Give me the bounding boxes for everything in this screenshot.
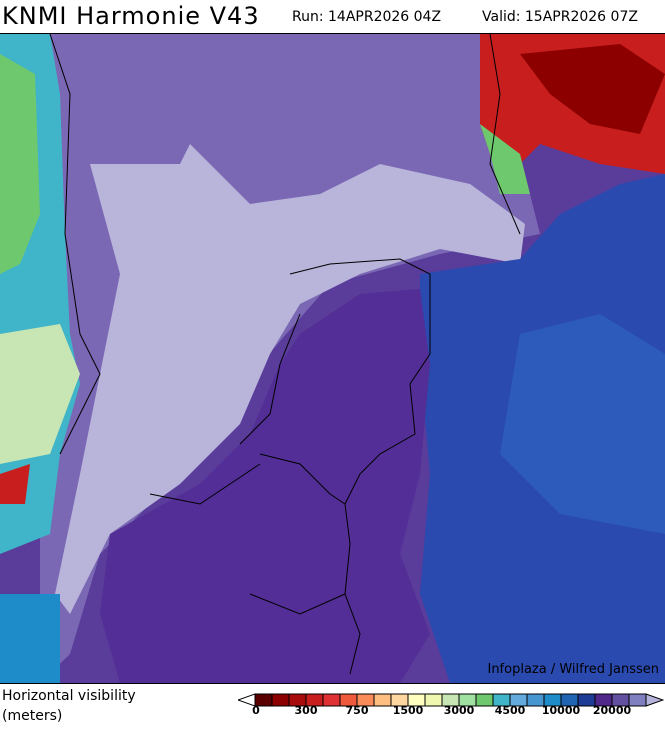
borders bbox=[49, 34, 521, 675]
colorbar-tick-label: 3000 bbox=[443, 704, 475, 717]
colorbar-box bbox=[322, 693, 341, 707]
run-time: Run: 14APR2026 04Z bbox=[292, 9, 442, 25]
map-field bbox=[0, 34, 665, 683]
colorbar-tick-label: 4500 bbox=[494, 704, 526, 717]
sea-clear-area bbox=[55, 144, 525, 614]
colorbar-box bbox=[271, 693, 290, 707]
colorbar-box bbox=[628, 693, 647, 707]
colorbar-box bbox=[424, 693, 443, 707]
colorbar-tick-label: 10000 bbox=[541, 704, 581, 717]
colorbar-box bbox=[475, 693, 494, 707]
chart-title: KNMI Harmonie V43 bbox=[2, 2, 260, 30]
variable-unit: (meters) bbox=[2, 708, 63, 724]
colorbar-tick-label: 300 bbox=[294, 704, 318, 717]
colorbar-tick-label: 20000 bbox=[592, 704, 632, 717]
benelux-area bbox=[100, 289, 430, 683]
colorbar bbox=[238, 693, 664, 707]
colorbar-over-arrow bbox=[645, 693, 664, 707]
variable-name: Horizontal visibility bbox=[2, 688, 136, 704]
map-credit: Infoplaza / Wilfred Janssen bbox=[487, 662, 659, 677]
valid-time: Valid: 15APR2026 07Z bbox=[482, 9, 638, 25]
colorbar-tick-label: 1500 bbox=[392, 704, 424, 717]
colorbar-box bbox=[373, 693, 392, 707]
colorbar-tick-label: 0 bbox=[252, 704, 260, 717]
variable-label: Horizontal visibility (meters) bbox=[2, 686, 136, 726]
visibility-map: Infoplaza / Wilfred Janssen bbox=[0, 33, 665, 684]
colorbar-tick-label: 750 bbox=[345, 704, 369, 717]
